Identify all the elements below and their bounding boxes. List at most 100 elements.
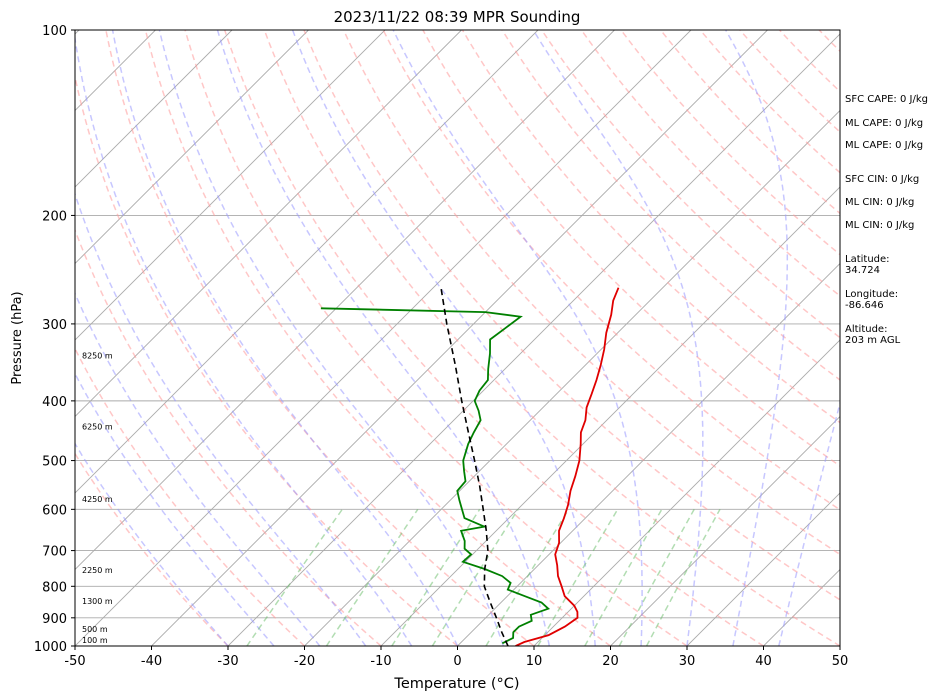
isotherm-line <box>75 30 615 571</box>
temperature-profile-line <box>515 287 620 646</box>
y-tick-label: 100 <box>42 24 67 39</box>
dry-adiabat-line <box>422 30 840 467</box>
isotherm-line <box>304 109 840 646</box>
data-series <box>320 287 620 646</box>
isotherm-line <box>75 30 386 341</box>
ml-cape-text: ML CAPE: 0 J/kg <box>845 118 923 129</box>
isotherm-line <box>75 30 309 265</box>
dry-adiabat-line <box>75 452 229 646</box>
height-labels: 100 m 500 m 1300 m 2250 m 4250 m 6250 m 8250 m <box>82 351 113 645</box>
x-tick-label: -40 <box>141 654 162 669</box>
moist-adiabat-line <box>532 30 704 646</box>
ml-cin-text-2: ML CIN: 0 J/kg <box>845 220 914 231</box>
dry-adiabat-line <box>223 30 764 646</box>
parcel-profile-line <box>440 287 509 646</box>
sfc-cin-text: SFC CIN: 0 J/kg <box>845 174 919 185</box>
x-tick-label: 10 <box>526 654 543 669</box>
height-label: 500 m <box>82 625 108 634</box>
y-tick-label: 300 <box>42 318 67 333</box>
moist-adiabat-line <box>75 191 367 646</box>
mixing-ratio-line <box>391 508 481 646</box>
isotherm-line <box>75 30 233 188</box>
y-tick-label: 200 <box>42 209 67 224</box>
mixing-ratio-line <box>431 508 519 646</box>
x-tick-label: 30 <box>679 654 696 669</box>
y-tick-label: 700 <box>42 545 67 560</box>
dry-adiabat-line <box>105 30 535 646</box>
background-lines <box>0 30 840 646</box>
height-label: 1300 m <box>82 597 113 606</box>
moist-adiabat-line <box>111 30 459 646</box>
dry-adiabat-line <box>75 347 306 646</box>
dry-adiabat-line <box>75 228 382 646</box>
isotherm-line <box>610 415 840 646</box>
dry-adiabat-line <box>144 30 611 646</box>
moist-adiabat-line <box>392 30 643 646</box>
y-axis-label: Pressure (hPa) <box>10 291 25 384</box>
isotherm-line <box>380 186 840 646</box>
longitude-label: Longitude: <box>845 289 898 300</box>
isotherm-line <box>151 30 768 646</box>
isotherm-line <box>686 492 840 646</box>
axis-ticks: -50 -40 -30 -20 -10 0 10 20 30 40 50 100 200 300 400 50… <box>34 24 848 669</box>
height-label: 100 m <box>82 636 108 645</box>
dry-adiabat-line <box>303 30 840 601</box>
moist-adiabat-line <box>158 30 505 646</box>
mixing-ratio-line <box>618 508 695 646</box>
isotherm-line <box>75 30 539 494</box>
height-label: 8250 m <box>82 351 113 360</box>
y-tick-label: 1000 <box>34 640 67 655</box>
isotherm-line <box>457 262 840 646</box>
moist-adiabat-line <box>778 400 840 646</box>
dry-adiabat-line <box>263 30 840 646</box>
longitude-value: -86.646 <box>845 300 884 311</box>
altitude-value: 203 m AGL <box>845 335 901 346</box>
isotherm-line <box>227 33 840 646</box>
ml-cape-text-2: ML CAPE: 0 J/kg <box>845 140 923 151</box>
dry-adiabat-line <box>660 30 840 215</box>
dry-adiabat-line <box>342 30 840 556</box>
dry-adiabat-line <box>620 30 840 256</box>
y-tick-label: 400 <box>42 395 67 410</box>
moist-adiabat-line <box>75 33 413 646</box>
y-tick-label: 500 <box>42 455 67 470</box>
y-tick-label: 600 <box>42 503 67 518</box>
moist-adiabat-line <box>291 30 596 646</box>
dry-adiabat-line <box>541 30 840 339</box>
x-tick-label: -30 <box>217 654 238 669</box>
mixing-ratio-line <box>645 508 721 646</box>
y-tick-label: 900 <box>42 612 67 627</box>
mixing-ratio-line <box>325 508 419 646</box>
isotherm-line <box>533 339 840 646</box>
x-axis-label: Temperature (°C) <box>393 676 519 692</box>
mixing-ratio-line <box>537 508 619 646</box>
mixing-ratio-line <box>485 508 570 646</box>
x-tick-label: -20 <box>294 654 315 669</box>
isotherm-line <box>75 30 692 646</box>
ml-cin-text: ML CIN: 0 J/kg <box>845 197 914 208</box>
chart-title: 2023/11/22 08:39 MPR Sounding <box>334 8 581 26</box>
mixing-ratio-line <box>246 508 343 646</box>
latitude-label: Latitude: <box>845 254 890 265</box>
plot-frame <box>74 29 841 647</box>
dry-adiabat-line <box>184 30 688 646</box>
dewpoint-profile-line <box>320 307 551 645</box>
isotherm-line <box>0 30 3 646</box>
moist-adiabat-line <box>725 30 789 646</box>
sfc-cape-text: SFC CAPE: 0 J/kg <box>845 94 928 105</box>
side-panel: SFC CAPE: 0 J/kg ML CAPE: 0 J/kg ML CAPE… <box>845 94 928 346</box>
x-tick-label: -10 <box>370 654 391 669</box>
x-tick-label: 0 <box>453 654 461 669</box>
latitude-value: 34.724 <box>845 265 880 276</box>
x-tick-label: 20 <box>602 654 619 669</box>
y-tick-label: 800 <box>42 580 67 595</box>
x-tick-label: 40 <box>755 654 772 669</box>
height-label: 4250 m <box>82 495 113 504</box>
dry-adiabat-line <box>501 30 840 381</box>
altitude-label: Altitude: <box>845 324 887 335</box>
height-label: 6250 m <box>82 422 113 431</box>
height-label: 2250 m <box>82 566 113 575</box>
isotherm-line <box>75 30 462 418</box>
moist-adiabat-line <box>75 372 275 646</box>
